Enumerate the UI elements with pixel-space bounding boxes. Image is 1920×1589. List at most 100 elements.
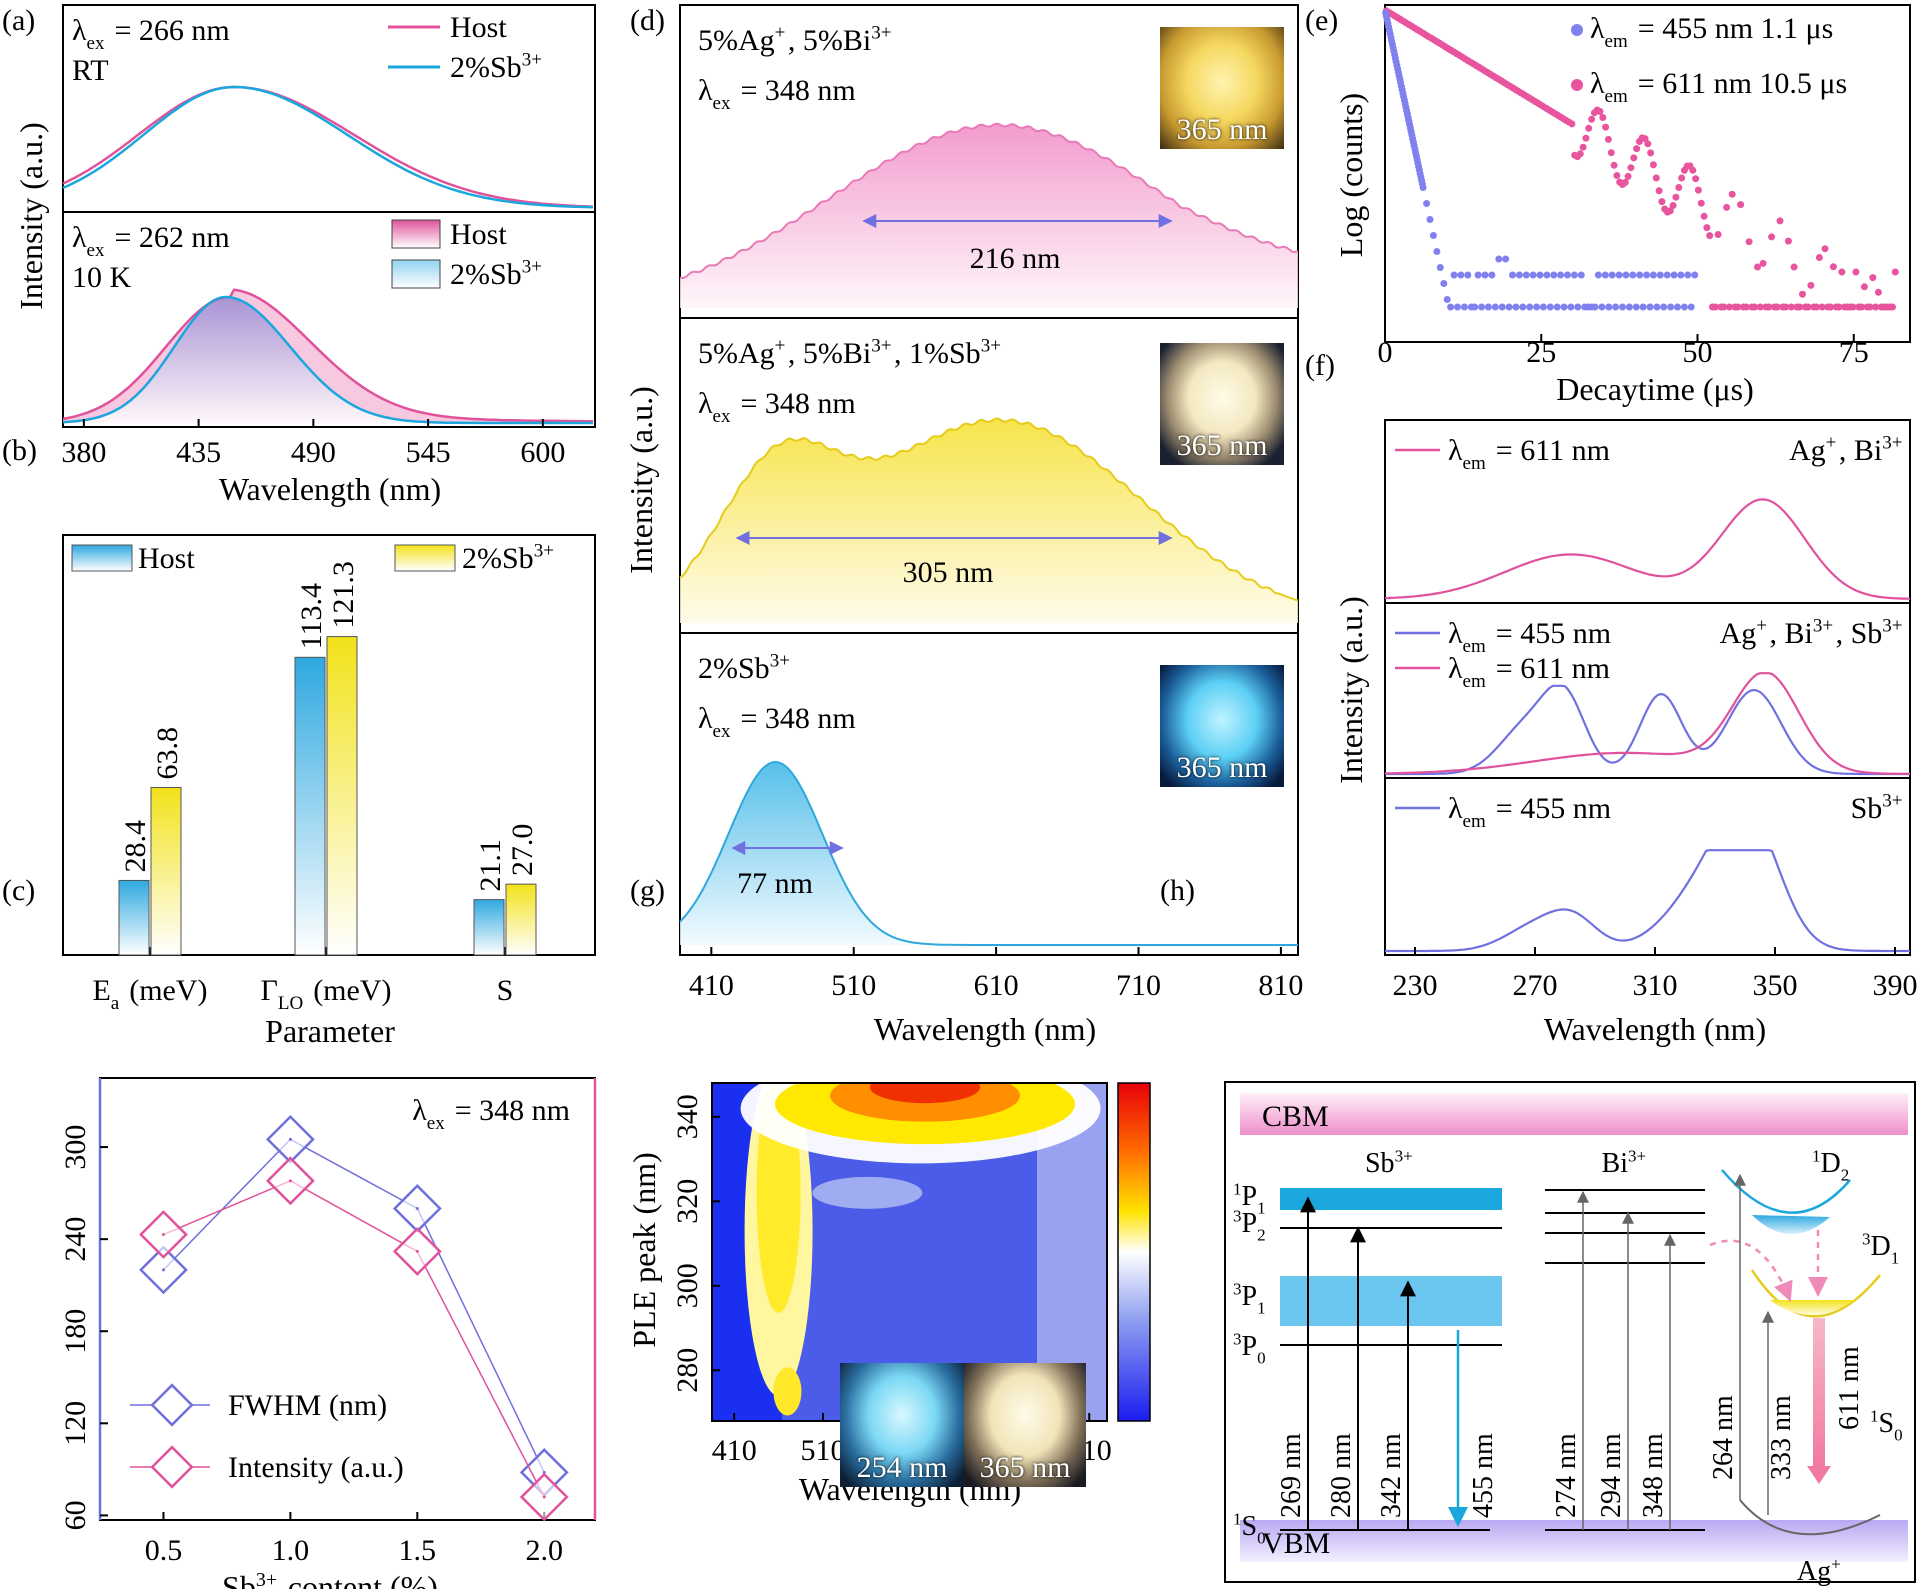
decay-point-611 <box>1599 114 1607 121</box>
series-area-sb-10k <box>63 297 595 423</box>
legend-label-a-1-1: 2%Sb3+ <box>450 257 544 291</box>
decay-point-611 <box>1807 281 1815 289</box>
excitation-label-d-2: λex = 348 nm <box>698 702 856 742</box>
decay-point-611 <box>1765 303 1773 311</box>
decay-point-611 <box>1585 124 1593 132</box>
decay-point-611 <box>1790 263 1798 271</box>
panel-label-h: (h) <box>1160 874 1195 907</box>
data-point-center-c-1-1 <box>288 1179 292 1183</box>
panel-d-frame <box>679 4 1299 956</box>
category-label-b-0: Ea (meV) <box>92 974 207 1014</box>
decay-point-455 <box>1443 296 1451 303</box>
sb-level-label-0: 1P1 <box>1233 1179 1268 1217</box>
decay-point-611 <box>1742 303 1750 311</box>
colorbar <box>1117 1082 1151 1422</box>
decay-point-611 <box>1711 303 1719 311</box>
bar-value-label-sb-1: 121.3 <box>327 561 360 629</box>
sb-transition-label-2: 342 nm <box>1376 1433 1407 1518</box>
decay-point-611 <box>1728 190 1736 198</box>
series-line-host-1 <box>62 288 593 423</box>
y-axis-title-a: Intensity (a.u.) <box>13 122 49 310</box>
decay-point-455 <box>1522 271 1530 279</box>
decay-point-611 <box>1860 283 1868 291</box>
legend-label-f-2-0: λem = 455 nm <box>1448 792 1611 832</box>
decay-point-611 <box>1644 140 1652 148</box>
decay-point-455 <box>1680 303 1688 311</box>
y-tick-label-g: 280 <box>671 1348 704 1393</box>
x-tick-label-c: 2.0 <box>525 1534 563 1567</box>
bar-host-1 <box>294 656 326 956</box>
data-point-center-c-0-3 <box>542 1470 546 1474</box>
decay-point-611 <box>1672 193 1680 201</box>
decay-point-611 <box>1745 238 1753 246</box>
bar-sb-1 <box>326 636 358 956</box>
decay-point-611 <box>1624 172 1632 180</box>
ag-transition-label-2: 611 nm <box>1834 1346 1865 1430</box>
decay-point-611 <box>1649 161 1657 169</box>
y-tick-label-c: 180 <box>59 1309 92 1354</box>
decay-point-455 <box>1454 303 1461 311</box>
decay-point-455 <box>1663 271 1671 279</box>
decay-point-611 <box>1835 303 1843 311</box>
decay-point-611 <box>1607 149 1615 157</box>
bar-value-label-host-1: 113.4 <box>295 583 328 649</box>
decay-point-455 <box>1426 216 1434 223</box>
legend-label-c-1: Intensity (a.u.) <box>228 1451 404 1484</box>
x-tick-label-g: 510 <box>800 1434 845 1467</box>
y-axis-title-e: Log (counts) <box>1333 93 1369 257</box>
decay-point-455 <box>1550 271 1558 279</box>
series-line-f-1-1 <box>1384 672 1911 775</box>
decay-point-611 <box>1627 164 1635 172</box>
x-axis-title-f: Wavelength (nm) <box>1544 1011 1766 1047</box>
decay-point-455 <box>1629 271 1637 279</box>
x-tick-label-e: 50 <box>1683 336 1713 369</box>
decay-point-611 <box>1633 145 1641 153</box>
decay-point-455 <box>1619 303 1626 311</box>
decay-point-455 <box>1622 271 1630 279</box>
cbm-label: CBM <box>1262 1100 1329 1133</box>
legend-label-f-0-0: λem = 611 nm <box>1448 434 1610 474</box>
ag-level-label-2: 1S0 <box>1870 1406 1905 1444</box>
series-area-d-2 <box>680 762 1298 945</box>
ag-emission-arrowhead-611 <box>1807 1466 1831 1484</box>
legend-marker-c-1 <box>150 1445 194 1489</box>
excitation-label-d-1: λex = 348 nm <box>698 387 856 427</box>
sb-transition-label-1: 280 nm <box>1326 1433 1357 1518</box>
decay-point-611 <box>1621 178 1629 186</box>
decay-point-455 <box>1436 264 1444 271</box>
decay-point-455 <box>1591 303 1599 311</box>
x-tick-label-e: 25 <box>1526 336 1556 369</box>
decay-point-611 <box>1818 303 1826 311</box>
panel-label-c: (c) <box>2 874 35 907</box>
decay-point-455 <box>1495 255 1503 263</box>
decay-point-455 <box>1433 248 1441 255</box>
x-tick-label-a: 380 <box>61 436 106 469</box>
ag-emission-bar-611 <box>1813 1318 1825 1468</box>
decay-point-611 <box>1714 231 1722 238</box>
decay-point-455 <box>1471 303 1479 311</box>
legend-label-f-1-1: λem = 611 nm <box>1448 652 1610 692</box>
decay-point-455 <box>1450 271 1458 279</box>
decay-point-611 <box>1773 303 1781 311</box>
series-line-sb-1 <box>62 295 593 425</box>
x-tick-label-f: 270 <box>1513 969 1558 1002</box>
data-point-center-c-1-3 <box>542 1495 546 1499</box>
x-tick-label-f: 230 <box>1393 969 1438 1002</box>
decay-point-611 <box>1647 149 1655 157</box>
decay-point-455 <box>1615 271 1623 279</box>
heatmap-mid-white <box>812 1176 923 1209</box>
sample-photo-g-365: 365 nm <box>964 1363 1086 1487</box>
decay-point-611 <box>1874 288 1882 296</box>
series-area-d-1 <box>680 418 1298 623</box>
decay-point-455 <box>1574 303 1582 311</box>
decay-point-455 <box>1519 303 1527 311</box>
legend-marker-e-0 <box>1571 24 1583 36</box>
bi-transition-label-1: 294 nm <box>1596 1433 1627 1518</box>
ag-parabola-3d1 <box>1750 1269 1881 1318</box>
y-tick-label-c: 300 <box>59 1125 92 1170</box>
decay-point-611 <box>1866 303 1874 311</box>
decay-point-455 <box>1660 303 1668 311</box>
legend-label-f-1-0: λem = 455 nm <box>1448 617 1611 657</box>
cbm-band <box>1240 1093 1908 1135</box>
decay-point-455 <box>1539 303 1547 311</box>
